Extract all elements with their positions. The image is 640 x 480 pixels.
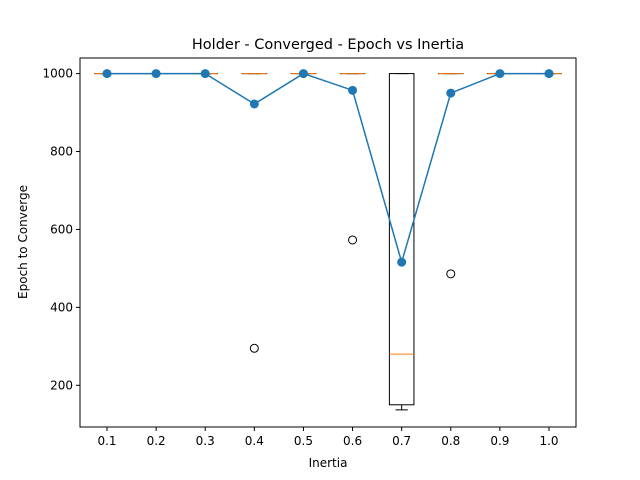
- series-point: [544, 69, 554, 79]
- series-line: [107, 72, 549, 265]
- x-tick-label: 0.8: [441, 434, 460, 448]
- y-tick-label: 800: [50, 145, 73, 159]
- y-tick-label: 400: [50, 300, 73, 314]
- box-body: [388, 73, 415, 406]
- series-point: [249, 99, 259, 109]
- x-tick-label: 0.3: [196, 434, 215, 448]
- x-tick-label: 0.5: [294, 434, 313, 448]
- y-tick-label: 200: [50, 378, 73, 392]
- series-point: [348, 85, 358, 95]
- outlier-point: [446, 269, 456, 279]
- y-tick-label: 1000: [42, 67, 73, 81]
- series-point: [397, 257, 407, 267]
- x-tick-label: 0.9: [490, 434, 509, 448]
- y-axis-ticks: 200 400 600 800 1000: [42, 67, 80, 392]
- series-point: [102, 69, 112, 79]
- series-point: [200, 69, 210, 79]
- x-tick-label: 1.0: [539, 434, 558, 448]
- box-0.6: [339, 73, 366, 245]
- series-point: [446, 88, 456, 98]
- series-point: [298, 69, 308, 79]
- box-0.8: [437, 73, 464, 279]
- x-tick-label: 0.7: [392, 434, 411, 448]
- plot-frame: [79, 57, 577, 428]
- outlier-point: [249, 343, 259, 353]
- x-axis-ticks: 0.1 0.2 0.3 0.4 0.5 0.6 0.7 0.8 0.9 1.0: [97, 427, 559, 448]
- outlier-point: [348, 235, 358, 245]
- box-0.4: [241, 73, 268, 353]
- x-tick-label: 0.6: [343, 434, 362, 448]
- x-tick-label: 0.4: [245, 434, 264, 448]
- y-axis-label: Epoch to Converge: [16, 185, 30, 299]
- x-axis-label: Inertia: [309, 456, 348, 470]
- plot-elements: [94, 69, 562, 411]
- chart-title: Holder - Converged - Epoch vs Inertia: [192, 37, 464, 53]
- x-tick-label: 0.1: [97, 434, 116, 448]
- series-point: [495, 69, 505, 79]
- y-tick-label: 600: [50, 222, 73, 236]
- box-0.7: [388, 73, 415, 411]
- series-point: [151, 69, 161, 79]
- x-tick-label: 0.2: [147, 434, 166, 448]
